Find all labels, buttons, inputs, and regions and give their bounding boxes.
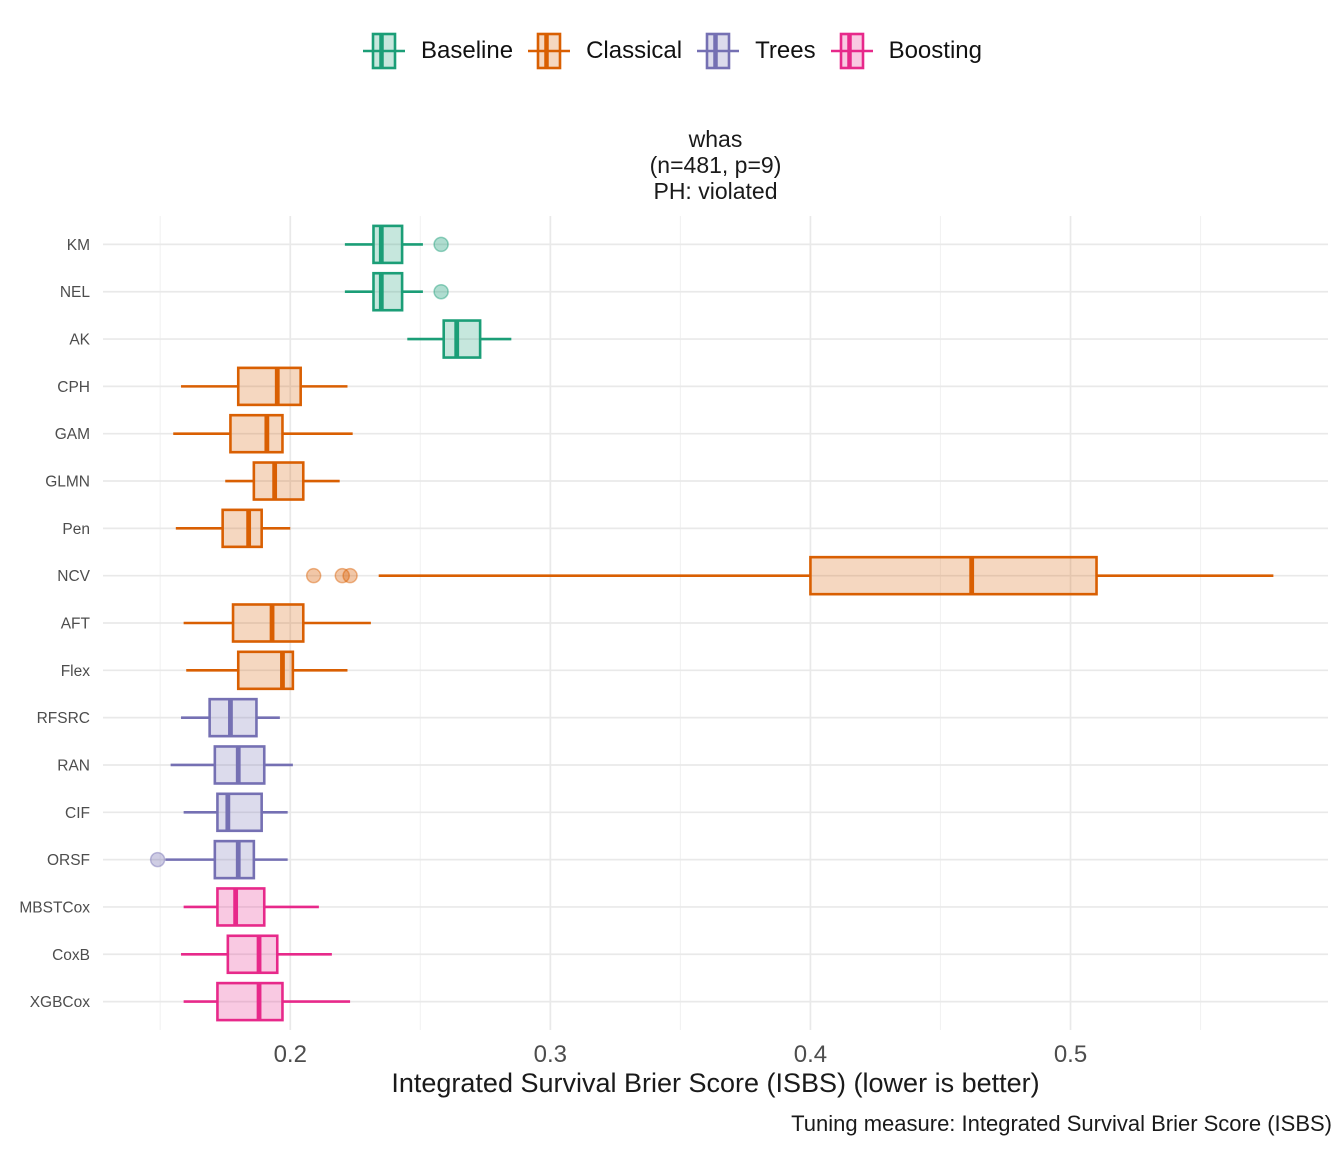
x-axis-tick-0.4: 0.4 <box>794 1041 827 1068</box>
box <box>372 271 404 312</box>
y-axis-label-RFSRC: RFSRC <box>37 710 90 727</box>
box <box>231 603 305 643</box>
legend-label: Classical <box>586 37 683 64</box>
y-axis-label-GAM: GAM <box>55 426 90 443</box>
y-axis-label-XGBCox: XGBCox <box>30 994 91 1011</box>
y-axis-label-ORSF: ORSF <box>47 852 90 869</box>
legend-item-baseline: Baseline <box>362 30 513 72</box>
legend-item-boosting: Boosting <box>830 30 982 72</box>
outlier-point <box>433 236 449 253</box>
box <box>252 461 305 501</box>
x-axis-tick-0.2: 0.2 <box>274 1041 307 1068</box>
boxplot-row-GLMN <box>225 461 340 501</box>
boxplot-key-icon <box>528 32 571 70</box>
boxplot-row-XGBCox <box>183 981 351 1022</box>
x-axis-title: Integrated Survival Brier Score (ISBS) (… <box>391 1068 1040 1098</box>
boxplot-row-RAN <box>170 745 293 785</box>
box <box>221 508 263 549</box>
boxplot-row-CoxB <box>181 934 332 975</box>
box <box>442 319 482 359</box>
boxplot-row-NEL <box>344 271 449 312</box>
y-axis-label-RAN: RAN <box>57 757 90 774</box>
y-axis-label-AFT: AFT <box>61 616 91 633</box>
boxplot-row-AFT <box>183 603 371 643</box>
y-axis-label-CoxB: CoxB <box>52 947 90 964</box>
plot-caption: Tuning measure: Integrated Survival Brie… <box>791 1111 1332 1136</box>
box <box>208 697 258 738</box>
boxplot-row-GAM <box>173 413 353 454</box>
boxplot-row-Pen <box>175 508 291 549</box>
boxplot-key-icon <box>697 32 740 70</box>
y-axis-label-MBSTCox: MBSTCox <box>19 899 90 916</box>
legend-item-trees: Trees <box>696 30 816 72</box>
plot-title-line-2: (n=481, p=9) <box>649 152 782 178</box>
y-axis-label-Pen: Pen <box>62 521 90 538</box>
boxplot-row-Flex <box>186 650 348 691</box>
legend: Baseline Classical Trees Boosting <box>0 30 1344 72</box>
outlier-point <box>433 283 449 300</box>
box <box>216 887 266 927</box>
y-axis-label-KM: KM <box>67 237 90 254</box>
box <box>229 413 284 454</box>
boxplot-row-AK <box>407 319 512 359</box>
x-axis-tick-0.3: 0.3 <box>534 1041 567 1068</box>
outlier-point <box>342 567 358 584</box>
boxplot-row-RFSRC <box>181 697 280 738</box>
box <box>226 934 279 975</box>
y-axis-label-Flex: Flex <box>61 663 91 680</box>
boxplot-key-icon <box>830 32 873 70</box>
x-axis-tick-0.5: 0.5 <box>1054 1041 1087 1068</box>
box <box>216 792 263 833</box>
legend-label: Baseline <box>421 37 514 64</box>
boxplot-row-KM <box>344 224 449 265</box>
y-axis-label-GLMN: GLMN <box>45 474 90 491</box>
y-axis-label-NEL: NEL <box>60 284 91 301</box>
outlier-point <box>305 567 322 584</box>
boxplot-row-ORSF <box>149 839 288 880</box>
boxplot-row-CIF <box>183 792 288 833</box>
boxplot-row-CPH <box>181 366 348 407</box>
box <box>216 981 284 1022</box>
box <box>236 366 302 407</box>
plot-title-line-3: PH: violated <box>653 178 778 204</box>
outlier-point <box>149 851 166 868</box>
box <box>809 555 1098 596</box>
y-axis-label-CIF: CIF <box>65 805 90 822</box>
y-axis-label-NCV: NCV <box>57 568 90 585</box>
boxplot-row-MBSTCox <box>183 887 319 927</box>
y-axis-label-CPH: CPH <box>57 379 90 396</box>
boxplot-row-NCV <box>305 555 1274 596</box>
box <box>213 839 256 880</box>
legend-label: Trees <box>755 37 816 64</box>
plot-title-line-1: whas <box>688 126 743 152</box>
legend-label: Boosting <box>888 37 982 64</box>
y-axis-label-AK: AK <box>69 332 90 349</box>
legend-item-classical: Classical <box>527 30 682 72</box>
plot-title: whas (n=481, p=9) PH: violated <box>103 126 1328 204</box>
outlier-point <box>334 567 351 584</box>
boxplot-key-icon <box>363 32 406 70</box>
box <box>372 224 404 265</box>
